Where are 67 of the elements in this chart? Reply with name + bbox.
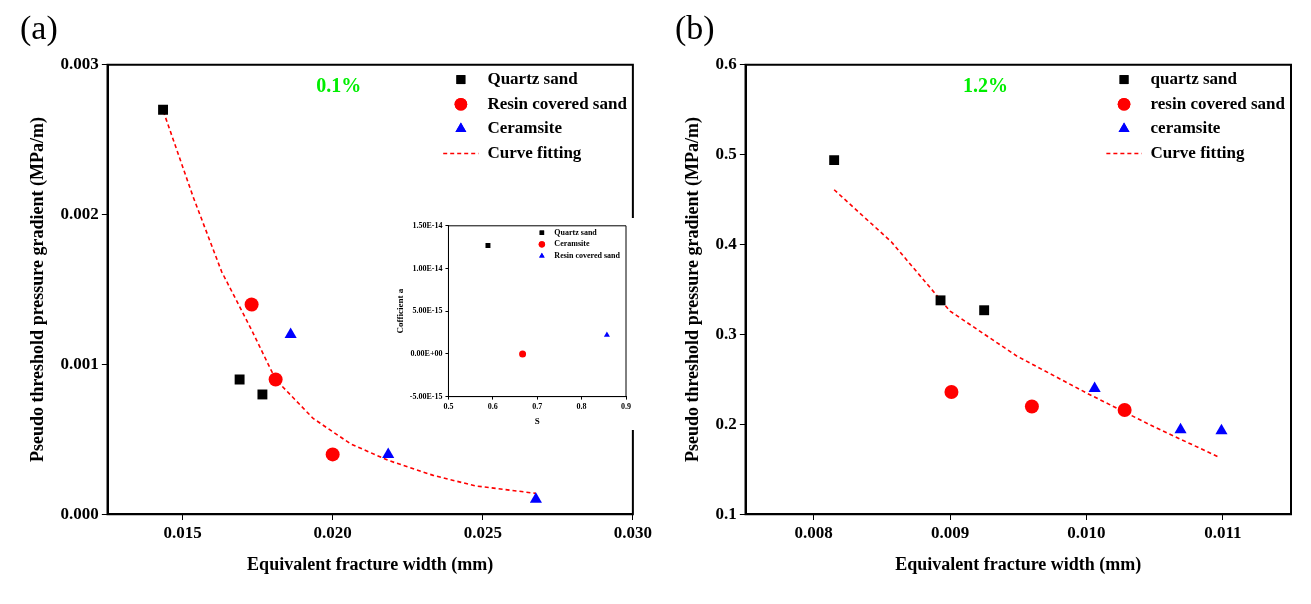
point bbox=[979, 305, 990, 316]
y-tick-label: 1.50E-14 bbox=[412, 220, 443, 230]
x-tick-label: 0.6 bbox=[487, 402, 498, 412]
point bbox=[1088, 381, 1101, 392]
y-axis-title: Pseudo threshold pressure gradient (MPa/m) bbox=[682, 117, 704, 463]
legend-label: Resin covered sand bbox=[554, 251, 621, 261]
y-tick-label: 0.5 bbox=[715, 144, 737, 164]
legend-label: resin covered sand bbox=[1150, 93, 1286, 113]
y-tick-label: 0.1 bbox=[715, 503, 737, 523]
y-tick-label: 0.00E+00 bbox=[410, 348, 443, 358]
legend-label: Curve fitting bbox=[1150, 142, 1246, 162]
point bbox=[284, 327, 297, 339]
y-tick-label: 0.002 bbox=[60, 204, 99, 224]
x-tick-label: 0.030 bbox=[613, 522, 652, 542]
x-tick-label: 0.020 bbox=[313, 522, 352, 542]
point bbox=[234, 374, 245, 385]
point bbox=[944, 385, 959, 400]
chart-title: (a) bbox=[20, 9, 58, 48]
y-tick-label: 0.3 bbox=[715, 323, 737, 343]
point bbox=[1215, 423, 1228, 435]
legend-label: quartz sand bbox=[1150, 68, 1238, 88]
legend-label: Quartz sand bbox=[554, 227, 598, 237]
legend-label: Resin covered sand bbox=[487, 93, 628, 113]
point bbox=[829, 155, 840, 166]
y-tick-label: -5.00E-15 bbox=[409, 391, 443, 401]
legend-label: Curve fitting bbox=[487, 142, 582, 162]
x-axis-title: Equivalent fracture width (mm) bbox=[247, 553, 494, 575]
y-tick-label: 0.003 bbox=[60, 54, 99, 74]
legend-label: Ceramsite bbox=[554, 239, 590, 249]
y-tick-label: 1.00E-14 bbox=[412, 263, 443, 273]
y-axis-title: Pseudo threshold pressure gradient (MPa/m) bbox=[27, 117, 49, 463]
x-tick-label: 0.011 bbox=[1204, 522, 1242, 542]
point bbox=[935, 295, 946, 306]
x-tick-label: 0.009 bbox=[930, 522, 970, 542]
point bbox=[382, 447, 395, 458]
y-axis-title: Cofficient a bbox=[394, 288, 405, 334]
point bbox=[268, 372, 283, 387]
point bbox=[1117, 403, 1132, 418]
x-tick-label: 0.5 bbox=[443, 402, 454, 412]
point bbox=[529, 492, 542, 503]
chart-title: (b) bbox=[675, 9, 715, 48]
point bbox=[325, 447, 340, 462]
annotation: 0.1% bbox=[316, 73, 362, 96]
x-tick-label: 0.010 bbox=[1067, 522, 1106, 542]
x-tick-label: 0.015 bbox=[163, 522, 202, 542]
y-tick-label: 0.2 bbox=[715, 413, 737, 433]
y-tick-label: 0.6 bbox=[715, 54, 737, 74]
y-tick-label: 5.00E-15 bbox=[412, 306, 443, 316]
x-tick-label: 0.7 bbox=[532, 402, 543, 412]
point bbox=[1024, 399, 1039, 414]
annotation: 1.2% bbox=[963, 73, 1009, 96]
x-axis-title: S bbox=[534, 415, 540, 426]
point bbox=[158, 104, 168, 115]
legend-label: Quartz sand bbox=[487, 68, 579, 88]
x-axis-title: Equivalent fracture width (mm) bbox=[895, 553, 1142, 575]
point bbox=[1174, 422, 1187, 434]
x-tick-label: 0.025 bbox=[463, 522, 502, 542]
x-tick-label: 0.8 bbox=[576, 402, 587, 412]
x-tick-label: 0.9 bbox=[621, 402, 631, 412]
y-tick-label: 0.000 bbox=[60, 503, 99, 523]
x-tick-label: 0.008 bbox=[794, 522, 833, 542]
y-tick-label: 0.001 bbox=[60, 353, 99, 373]
point bbox=[257, 389, 268, 400]
legend-label: ceramsite bbox=[1150, 118, 1221, 138]
point bbox=[244, 297, 259, 312]
legend-label: Ceramsite bbox=[487, 118, 563, 138]
y-tick-label: 0.4 bbox=[715, 234, 738, 253]
